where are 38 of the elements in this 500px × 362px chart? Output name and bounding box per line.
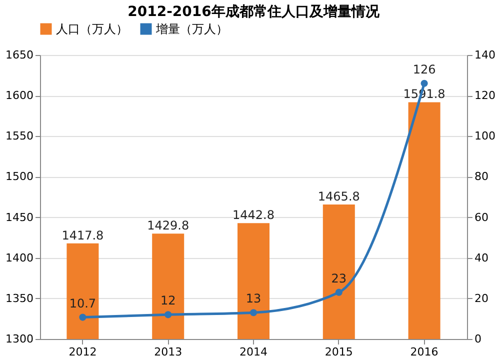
data-label: 13 [246, 292, 262, 306]
chart-title: 2012-2016年成都常住人口及增量情况 [128, 4, 380, 20]
x-tick-label: 2014 [240, 346, 268, 358]
data-label: 1465.8 [318, 189, 360, 204]
legend-label: 人口（万人） [56, 22, 128, 36]
y-tick-label: 1550 [6, 130, 34, 143]
y-tick-label: 1500 [6, 170, 34, 184]
data-label: 1417.8 [62, 228, 104, 242]
y2-tick-label: 100 [474, 130, 496, 143]
data-label: 1429.8 [147, 218, 190, 233]
y2-tick-label: 20 [474, 292, 488, 305]
x-tick-label: 2016 [410, 346, 438, 358]
y2-tick-label: 60 [474, 210, 488, 224]
point [335, 288, 342, 296]
y-tick-label: 1300 [6, 332, 34, 346]
data-label: 10.7 [69, 296, 96, 310]
x-tick-label: 2012 [68, 346, 97, 358]
y2-tick-label: 0 [474, 332, 482, 346]
data-label: 1442.8 [232, 208, 274, 222]
data-label: 12 [160, 294, 176, 308]
data-label: 23 [331, 271, 347, 286]
y-tick-label: 1650 [6, 48, 34, 62]
y-tick-label: 1400 [6, 251, 34, 264]
x-tick-label: 2013 [154, 346, 182, 358]
data-label: 126 [412, 62, 436, 76]
point [420, 80, 428, 87]
y-tick-label: 1450 [6, 210, 34, 224]
y-tick-label: 1350 [6, 292, 34, 305]
y2-tick-label: 40 [474, 251, 488, 264]
point [79, 314, 86, 321]
y2-tick-label: 140 [474, 48, 496, 62]
point [164, 311, 172, 318]
point [250, 309, 258, 316]
y-tick-label: 1600 [6, 89, 34, 102]
legend-label: 增量（万人） [155, 22, 228, 36]
y2-tick-label: 120 [474, 89, 496, 102]
x-tick-label: 2015 [324, 346, 353, 358]
y2-tick-label: 80 [474, 170, 488, 184]
